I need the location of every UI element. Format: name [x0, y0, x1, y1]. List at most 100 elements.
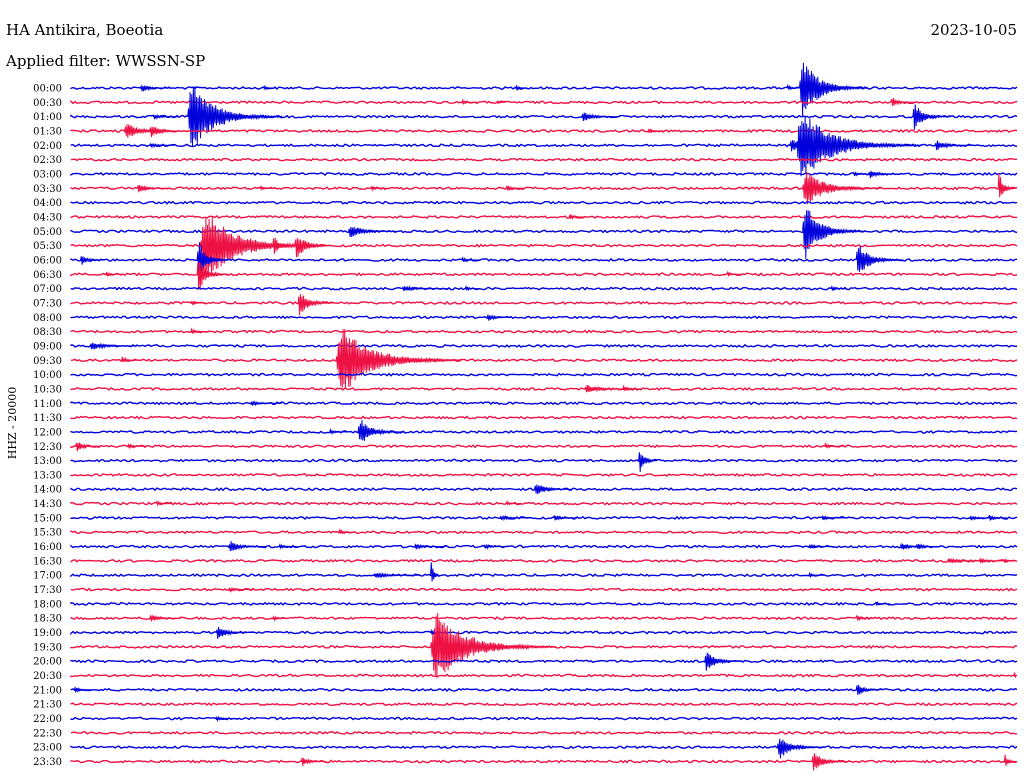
seismic-event: [1003, 754, 1017, 767]
row-time-label: 19:00: [33, 628, 62, 639]
trace-line: [70, 573, 1018, 578]
trace-line: [70, 501, 1018, 506]
row-time-label: 07:30: [33, 298, 62, 309]
seismic-event: [515, 84, 528, 92]
seismic-event: [278, 542, 298, 550]
trace-line: [70, 716, 1018, 721]
trace-line: [70, 128, 1018, 134]
row-time-label: 22:00: [33, 714, 62, 725]
seismic-event: [228, 541, 267, 552]
seismic-event: [934, 140, 973, 151]
trace-line: [70, 673, 1018, 678]
seismic-event: [196, 262, 229, 291]
seismic-event: [874, 600, 891, 607]
seismic-event: [215, 626, 254, 639]
seismic-event: [414, 543, 446, 550]
trace-line: [70, 186, 1018, 191]
trace-line: [70, 515, 1018, 520]
seismic-event: [852, 171, 872, 177]
seismic-event: [139, 84, 172, 92]
seismic-event: [776, 738, 825, 759]
trace-line: [70, 458, 1018, 463]
seismic-event: [802, 171, 882, 205]
seismic-event: [136, 185, 169, 193]
row-time-label: 16:00: [33, 542, 62, 553]
seismic-event: [149, 126, 188, 138]
row-time-label: 19:30: [33, 642, 62, 653]
row-time-label: 17:00: [33, 571, 62, 582]
trace-line: [70, 99, 1018, 105]
seismic-event: [988, 514, 1007, 521]
station-title: HA Antikira, Boeotia: [6, 21, 163, 39]
seismic-event: [568, 213, 588, 220]
seismic-event: [638, 452, 658, 473]
seismic-event: [430, 612, 557, 679]
row-time-label: 00:30: [33, 98, 62, 109]
seismic-event: [808, 543, 834, 550]
seismic-event: [915, 543, 941, 550]
seismic-event: [272, 237, 295, 254]
trace-line: [70, 702, 1018, 707]
seismic-event: [370, 185, 386, 192]
seismic-event: [802, 210, 866, 259]
seismic-event: [855, 684, 882, 695]
trace-line: [70, 616, 1018, 621]
row-time-label: 01:00: [33, 112, 62, 123]
trace-line: [70, 429, 1018, 434]
seismic-event: [121, 356, 140, 363]
row-time-label: 20:30: [33, 671, 62, 682]
seismic-event: [808, 571, 825, 579]
seismic-event: [505, 185, 525, 191]
filter-label: Applied filter: WWSSN-SP: [5, 52, 205, 70]
seismic-event: [821, 514, 847, 521]
seismic-event: [486, 314, 513, 321]
trace-line: [70, 86, 1018, 90]
trace-line: [70, 300, 1018, 305]
row-time-label: 01:30: [33, 127, 62, 138]
trace-line: [70, 272, 1018, 277]
trace-line: [70, 745, 1018, 750]
row-time-label: 14:30: [33, 499, 62, 510]
seismic-event: [704, 652, 743, 671]
row-time-label: 15:30: [33, 528, 62, 539]
seismic-event: [250, 400, 282, 407]
trace-line: [70, 315, 1018, 320]
trace-line: [70, 558, 1018, 563]
seismic-event: [997, 173, 1017, 198]
seismic-event: [795, 115, 923, 177]
row-time-label: 08:00: [33, 313, 62, 324]
row-time-label: 14:00: [33, 485, 62, 496]
seismic-event: [1013, 672, 1017, 679]
trace-line: [70, 730, 1017, 735]
seismic-event: [294, 237, 333, 258]
seismic-event: [89, 342, 138, 350]
seismic-event: [534, 484, 573, 495]
seismic-event: [947, 557, 986, 564]
seismic-event: [890, 98, 916, 107]
seismic-event: [464, 284, 481, 292]
seismic-event: [338, 528, 355, 535]
seismic-event: [190, 327, 210, 335]
seismic-event: [553, 515, 579, 521]
seismic-event: [496, 100, 506, 105]
seismic-event: [505, 499, 522, 507]
row-time-label: 10:30: [33, 384, 62, 395]
seismic-event: [830, 285, 847, 292]
row-time-label: 02:30: [33, 155, 62, 166]
seismic-event: [80, 256, 106, 265]
seismic-event: [105, 271, 125, 278]
trace-line: [70, 229, 1018, 234]
trace-line: [70, 372, 1018, 377]
row-time-label: 12:30: [33, 442, 62, 453]
trace-rows: 00:00 00:30 01:00 01:30 02:00 02:30 03:00 03:30…: [33, 62, 1018, 771]
row-time-label: 20:00: [33, 657, 62, 668]
seismic-event: [373, 572, 421, 579]
row-time-label: 04:30: [33, 213, 62, 224]
seismic-event: [196, 242, 229, 276]
y-axis-label: HHZ - 20000: [6, 387, 19, 460]
row-time-label: 18:30: [33, 614, 62, 625]
seismic-event: [461, 255, 481, 263]
row-time-label: 05:30: [33, 241, 62, 252]
row-time-label: 15:00: [33, 513, 62, 524]
